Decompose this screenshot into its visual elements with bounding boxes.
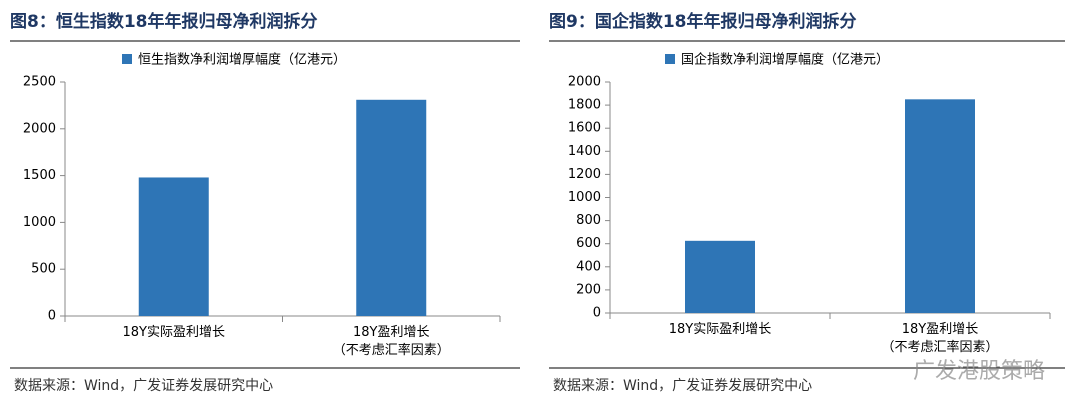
- y-tick-label: 400: [576, 259, 601, 274]
- watermark: 广发港股策略: [913, 359, 1045, 384]
- y-tick-label: 1400: [568, 144, 601, 159]
- bar: [356, 99, 427, 316]
- bar: [685, 240, 755, 313]
- x-tick-label: 18Y盈利增长 （不考虑汇率因素）: [881, 322, 999, 355]
- source-note: 数据来源：Wind，广发证券发展研究中心: [14, 378, 273, 394]
- y-tick-label: 1800: [568, 98, 601, 113]
- legend-label: 恒生指数净利润增厚幅度（亿港元）: [138, 52, 346, 68]
- legend-swatch: [665, 54, 675, 64]
- x-tick-label: 18Y盈利增长 （不考虑汇率因素）: [332, 325, 450, 358]
- chart-title: 图9：国企指数18年年报归母净利润拆分: [549, 11, 857, 32]
- y-tick-label: 200: [576, 282, 601, 297]
- source-note: 数据来源：Wind，广发证券发展研究中心: [553, 378, 812, 394]
- y-tick-label: 500: [31, 262, 56, 277]
- y-tick-label: 0: [48, 309, 56, 324]
- legend-label: 国企指数净利润增厚幅度（亿港元）: [681, 52, 889, 68]
- y-tick-label: 2000: [23, 121, 56, 136]
- y-tick-label: 800: [576, 213, 601, 228]
- y-tick-label: 1600: [568, 121, 601, 136]
- y-tick-label: 0: [593, 306, 601, 321]
- legend-swatch: [122, 54, 132, 64]
- x-tick-label: 18Y实际盈利增长: [122, 325, 225, 340]
- y-tick-label: 600: [576, 236, 601, 251]
- bar: [905, 99, 975, 313]
- y-tick-label: 1000: [23, 215, 56, 230]
- y-tick-label: 1200: [568, 167, 601, 182]
- chart-title: 图8：恒生指数18年年报归母净利润拆分: [10, 11, 318, 32]
- bar: [138, 177, 209, 316]
- y-tick-label: 1500: [23, 168, 56, 183]
- y-tick-label: 2500: [23, 75, 56, 90]
- y-tick-label: 1000: [568, 190, 601, 205]
- y-tick-label: 2000: [568, 75, 601, 90]
- x-tick-label: 18Y实际盈利增长: [668, 322, 772, 337]
